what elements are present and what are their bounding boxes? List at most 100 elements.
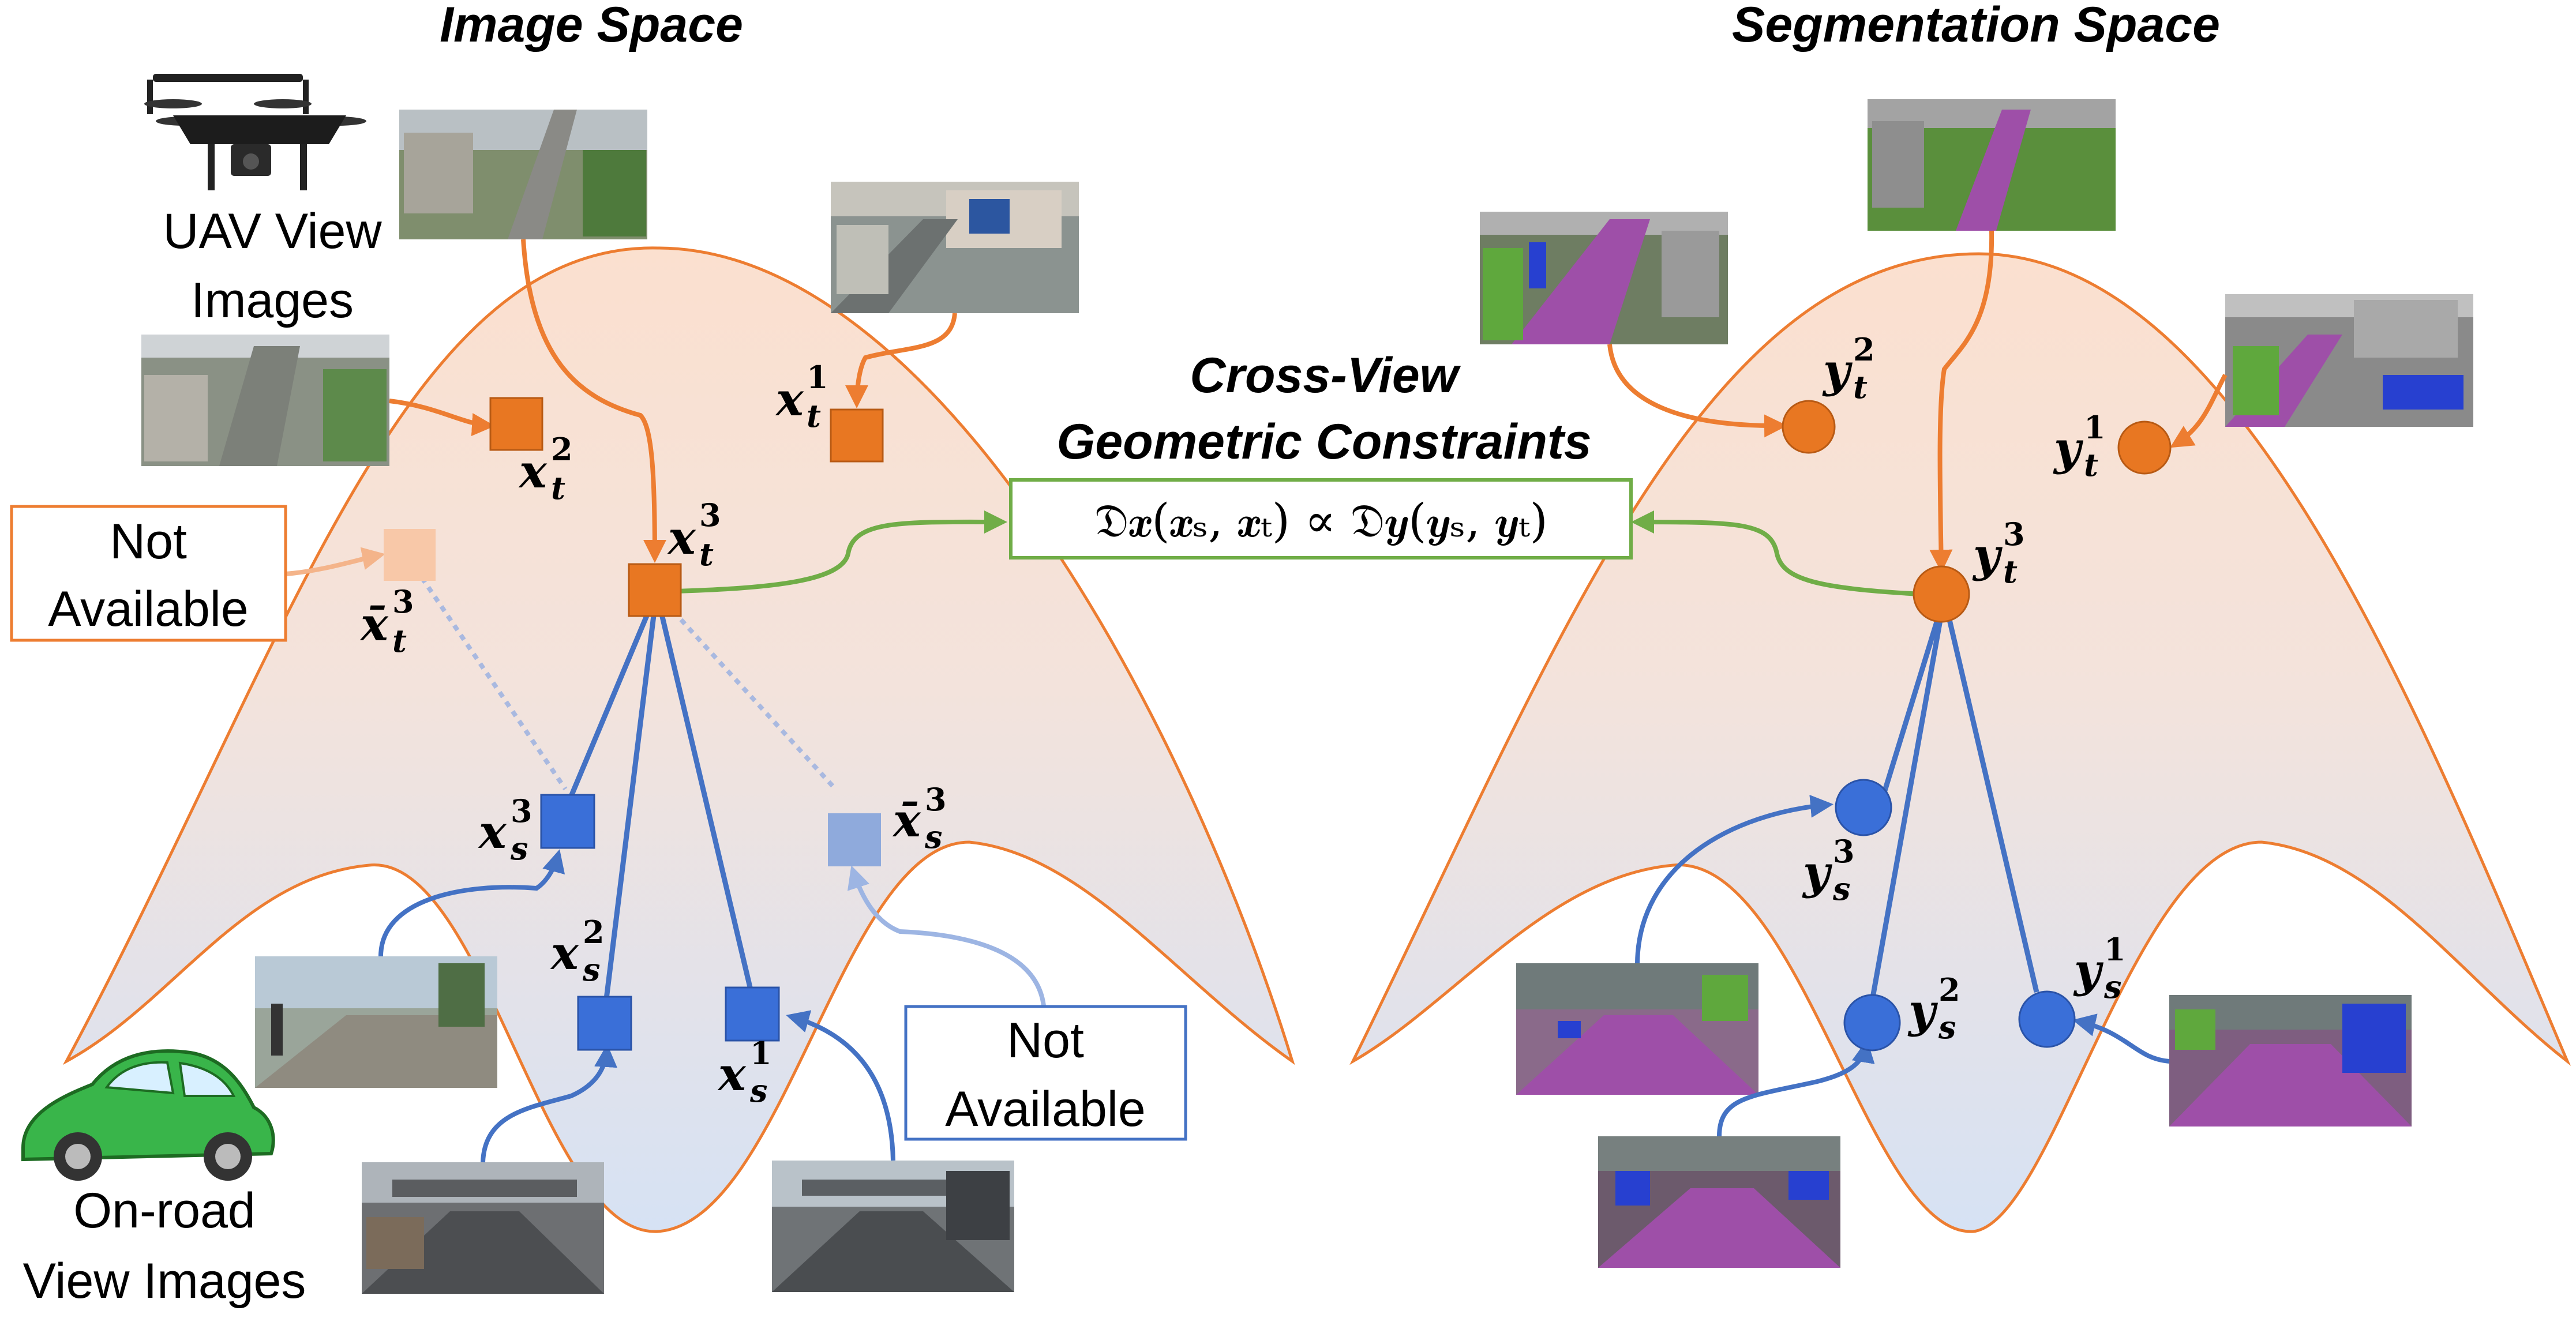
label-y-s3: y 3 s [1802,833,1855,907]
label-x-s3: x 3 s [478,793,533,867]
tree-line-x-s3 [567,591,659,800]
svg-text:y: y [1822,343,1853,397]
svg-text:3: 3 [2003,516,2025,553]
svg-text:3: 3 [925,781,947,818]
label-x-t3: x 3 t [667,497,721,573]
label-y-s2: y 2 s [1907,971,1960,1046]
svg-text:s: s [749,1072,767,1109]
svg-text:y: y [1907,983,1938,1038]
not-available-left-line1: Not [110,514,187,569]
svg-text:3: 3 [392,583,414,620]
label-xbar-s3: x̄ 3 s [892,781,947,855]
svg-text:3: 3 [1833,833,1855,870]
arrow-onroad3-to-x-s1 [786,1010,895,1161]
svg-text:y: y [2053,421,2084,475]
not-available-right-line2: Available [945,1082,1145,1137]
svg-text:s: s [582,951,600,988]
onroad-caption-line2: View Images [23,1253,306,1309]
not-available-left-line2: Available [48,581,248,637]
node-y-s2 [1843,994,1901,1052]
label-x-t2: x 2 t [518,431,573,506]
svg-text:2: 2 [1853,331,1875,368]
image-space-region [62,246,1295,1233]
svg-text:2: 2 [583,914,605,951]
uav-image-1 [399,110,647,239]
svg-text:t: t [807,397,821,434]
seg-onroad-image-1 [1516,963,1758,1095]
tree-line-y-s2 [1869,597,1947,1001]
dotted-link-xbar-t3 [413,566,568,791]
seg-onroad-image-3 [2169,995,2412,1127]
label-xbar-t3: x̄ 3 t [359,583,414,659]
arrow-seg-uav1-to-y-t3 [1929,230,1994,573]
label-y-s1: y 1 s [2073,931,2126,1005]
arrow-seg-uav3-to-y-t1 [2170,374,2228,448]
segmentation-space-region [1349,252,2571,1233]
seg-uav-image-3 [2225,294,2473,427]
node-y-s3 [1835,779,1892,836]
uav-caption-line2: Images [191,273,354,328]
svg-text:1: 1 [2084,409,2106,446]
arrow-seg-onroad1-to-y-s3 [1635,794,1833,964]
svg-text:t: t [2084,446,2098,483]
svg-text:s: s [924,818,942,855]
not-available-box-right [904,1005,1187,1141]
svg-text:y: y [1802,845,1833,899]
svg-text:s: s [1832,870,1850,907]
svg-text:x: x [478,805,507,859]
svg-text:x: x [667,510,696,565]
label-y-t2: y 2 t [1822,331,1875,405]
svg-text:t: t [2003,553,2018,590]
arrow-seg-onroad3-to-y-s1 [2072,1013,2170,1064]
seg-onroad-image-2 [1598,1136,1840,1268]
tree-line-x-s2 [603,592,659,1004]
svg-text:1: 1 [750,1035,772,1072]
svg-text:t: t [392,622,407,659]
svg-text:1: 1 [2104,931,2126,968]
onroad-image-3 [772,1161,1014,1292]
svg-text:2: 2 [1938,971,1960,1008]
node-xbar-t3 [384,529,436,581]
node-y-t2 [1782,400,1836,454]
svg-text:x: x [775,372,804,426]
arrow-uav2-to-x-t1 [845,313,957,408]
svg-text:1: 1 [807,359,828,396]
svg-text:2: 2 [551,431,573,468]
arrow-uav3-to-x-t2 [389,399,495,437]
label-x-t1: x 1 t [775,359,828,434]
segmentation-space-title: Segmentation Space [1732,0,2220,52]
image-space-title: Image Space [440,0,743,52]
not-available-box-left [10,505,287,642]
node-xbar-s3 [828,813,881,866]
tree-line-y-s3 [1877,596,1947,809]
constraint-title-line2: Geometric Constraints [1056,414,1591,470]
onroad-image-2 [362,1162,604,1294]
node-x-t2 [489,397,543,451]
node-x-t3 [628,563,682,617]
svg-text:t: t [551,470,565,506]
label-y-t1: y 1 t [2053,409,2106,483]
label-x-s1: x 1 s [717,1035,772,1109]
arrow-na-to-xbar-s3 [847,865,1047,1016]
svg-text:x: x [518,444,548,498]
car-icon [21,1049,275,1181]
label-x-s2: x 2 s [550,914,605,988]
label-y-t3: y 3 t [1972,516,2025,590]
svg-text:x̄: x̄ [359,597,389,651]
tree-line-x-s1 [654,591,754,993]
seg-uav-image-1 [1868,99,2116,231]
svg-text:x: x [717,1047,747,1101]
svg-text:s: s [510,830,528,867]
constraint-formula: 𝔇𝒙(𝒙ₛ, 𝒙ₜ) ∝ 𝔇𝒚(𝒚ₛ, 𝒚ₜ) [1094,494,1548,547]
node-x-s3 [540,794,595,849]
tree-line-y-s1 [1941,596,2039,993]
dotted-link-xbar-s3 [656,592,837,791]
onroad-caption-line1: On-road [73,1183,256,1238]
svg-text:y: y [1972,528,2003,582]
uav-caption-line1: UAV View [163,204,382,259]
uav-image-3 [141,335,389,466]
uav-image-2 [831,182,1079,313]
arrow-onroad1-to-x-s3 [378,849,565,957]
svg-text:y: y [2073,943,2104,997]
